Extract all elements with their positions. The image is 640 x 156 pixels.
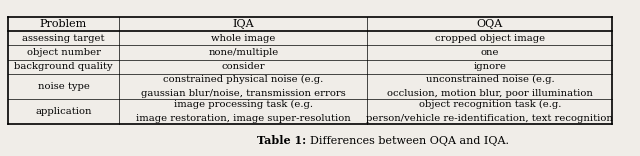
Text: image processing task (e.g.: image processing task (e.g. xyxy=(174,100,313,109)
Text: object recognition task (e.g.: object recognition task (e.g. xyxy=(419,100,561,109)
Text: whole image: whole image xyxy=(211,34,276,43)
Text: OQA: OQA xyxy=(477,19,503,29)
Text: Table 1:: Table 1: xyxy=(257,135,310,146)
Text: application: application xyxy=(35,107,92,116)
Text: Differences between OQA and IQA.: Differences between OQA and IQA. xyxy=(310,136,509,146)
Text: constrained physical noise (e.g.: constrained physical noise (e.g. xyxy=(163,75,324,84)
Text: none/multiple: none/multiple xyxy=(209,48,278,57)
Text: cropped object image: cropped object image xyxy=(435,34,545,43)
Text: gaussian blur/noise, transmission errors: gaussian blur/noise, transmission errors xyxy=(141,89,346,98)
Text: assessing target: assessing target xyxy=(22,34,105,43)
Text: one: one xyxy=(481,48,499,57)
Text: consider: consider xyxy=(221,62,265,71)
Text: occlusion, motion blur, poor illumination: occlusion, motion blur, poor illuminatio… xyxy=(387,89,593,98)
Text: person/vehicle re-identification, text recognition: person/vehicle re-identification, text r… xyxy=(367,114,613,123)
Text: noise type: noise type xyxy=(38,82,90,91)
Text: image restoration, image super-resolution: image restoration, image super-resolutio… xyxy=(136,114,351,123)
Text: object number: object number xyxy=(26,48,100,57)
Text: background quality: background quality xyxy=(14,62,113,71)
Text: IQA: IQA xyxy=(232,19,254,29)
Text: ignore: ignore xyxy=(474,62,506,71)
Text: unconstrained noise (e.g.: unconstrained noise (e.g. xyxy=(426,75,554,84)
Text: Problem: Problem xyxy=(40,19,87,29)
